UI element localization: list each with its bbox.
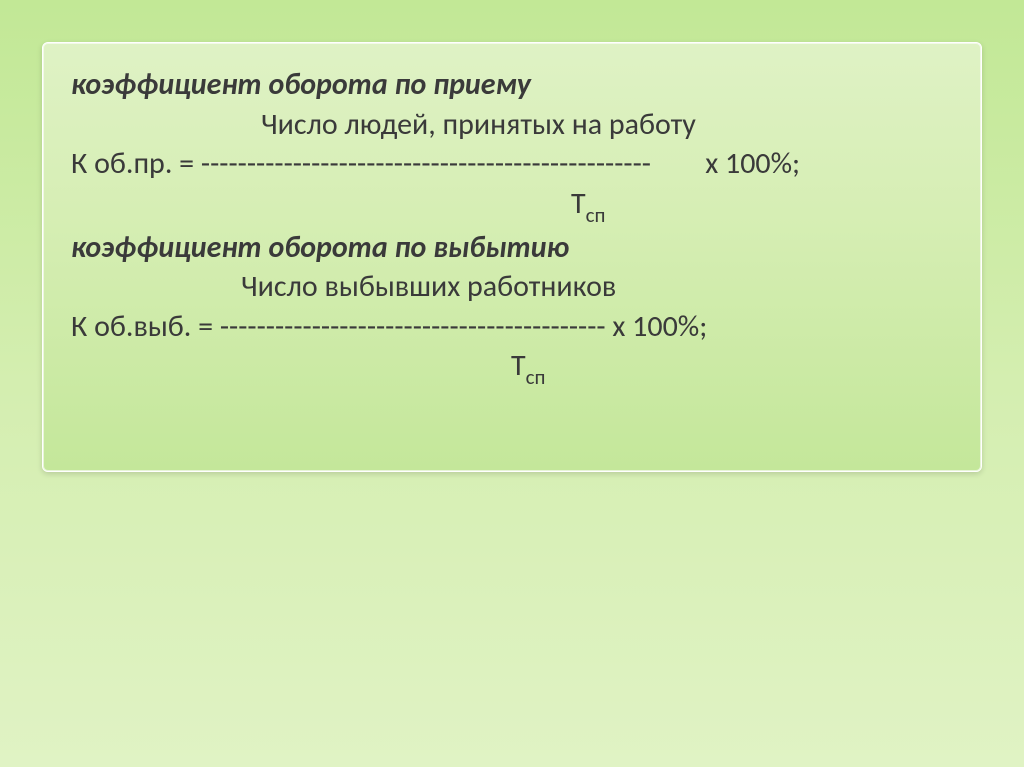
formula2-denom-t: Т	[511, 347, 526, 384]
formula2-lhs: К об.выб. =	[71, 308, 220, 345]
formula2-denom-sub: сп	[526, 364, 546, 390]
formula2-dashes: ----------------------------------------…	[220, 308, 606, 345]
formula1-title: коэффициент оборота по приему	[71, 65, 953, 105]
formula2-denominator: Тсп	[71, 346, 953, 390]
formula2-numerator: Число выбывших работников	[71, 267, 953, 307]
formula1-denominator: Тсп	[71, 184, 953, 228]
formula1-dashes: ----------------------------------------…	[201, 145, 651, 182]
formula1-lhs: К об.пр. =	[71, 145, 201, 182]
formula2-rhs: х 100%;	[606, 308, 708, 345]
formula-card: коэффициент оборота по приему Число люде…	[42, 42, 982, 472]
formula1-denom-sub: сп	[586, 202, 606, 228]
formula2-line: К об.выб. = ----------------------------…	[71, 307, 953, 347]
formula1-denom-t: Т	[571, 185, 586, 222]
formula1-numerator: Число людей, принятых на работу	[71, 105, 953, 145]
formula2-title: коэффициент оборота по выбытию	[71, 228, 953, 268]
formula1-line: К об.пр. = -----------------------------…	[71, 144, 953, 184]
formula1-rhs: х 100%;	[651, 145, 800, 182]
